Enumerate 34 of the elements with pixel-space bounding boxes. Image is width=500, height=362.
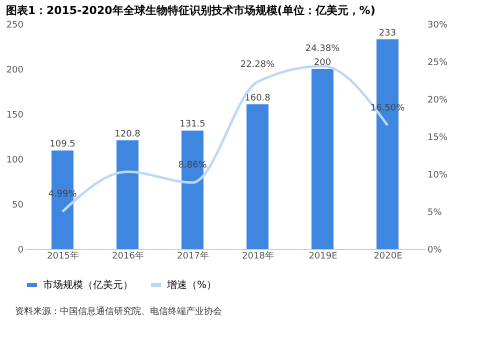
data-label: 22.28% (240, 60, 276, 70)
data-label: 233 (378, 28, 396, 38)
bar (116, 140, 138, 249)
x-tick-label: 2016年 (112, 250, 144, 262)
x-tick-label: 2018年 (242, 250, 274, 262)
x-tick-label: 2017年 (177, 250, 209, 262)
y-tick-label: 150 (6, 110, 24, 120)
y-tick-label: 100 (6, 156, 24, 166)
legend-label: 增速（%） (166, 279, 217, 291)
chart-title: 图表1：2015-2020年全球生物特征识别技术市场规模(单位：亿美元，%) (6, 4, 376, 17)
y2-tick-label: 5% (428, 208, 442, 218)
y-tick-label: 0 (18, 246, 24, 256)
text: 资料来源：中国信息通信研究院、电信终端产业协会 (15, 306, 222, 317)
y2-tick-label: 15% (428, 133, 448, 143)
data-label: 24.38% (305, 44, 340, 54)
data-label: 160.8 (244, 93, 271, 104)
legend-label: 市场规模（亿美元） (43, 279, 133, 291)
bar (246, 104, 268, 249)
y2-tick-label: 30% (428, 20, 448, 30)
y-tick-label: 50 (12, 200, 24, 210)
y-tick-label: 200 (6, 66, 24, 76)
x-tick-label: 2019E (308, 252, 338, 262)
data-label: 120.8 (114, 129, 141, 140)
x-tick-label: 2015年 (47, 250, 79, 262)
data-label: 200 (314, 58, 332, 68)
data-label: 109.5 (50, 139, 76, 150)
y2-tick-label: 20% (428, 96, 448, 106)
y2-tick-label: 10% (428, 170, 448, 180)
y2-tick-label: 0% (428, 246, 442, 256)
x-tick-label: 2020E (374, 252, 403, 262)
data-label: 131.5 (180, 120, 206, 130)
bar (312, 69, 334, 249)
y2-tick-label: 25% (428, 58, 448, 68)
y-tick-label: 250 (6, 20, 24, 30)
